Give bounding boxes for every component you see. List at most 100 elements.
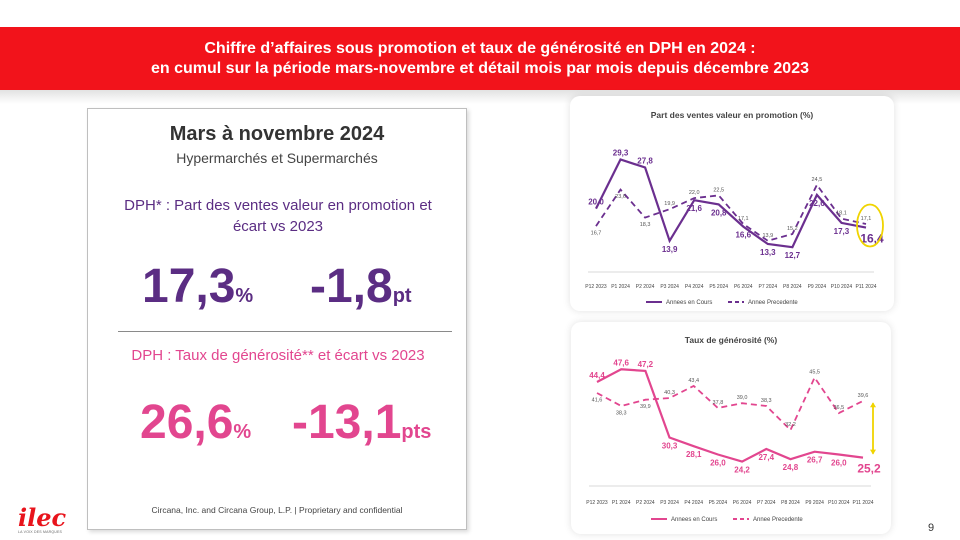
data-label: 24,8	[783, 463, 799, 472]
legend-label-previous-year: Annee Precedente	[748, 300, 798, 306]
ilec-logo: ilec LA VOIX DES MARQUES	[18, 506, 72, 536]
x-tick-label: P12 2023	[585, 284, 607, 290]
promo-value-number: 17,3	[142, 260, 236, 313]
data-label: 16,7	[591, 231, 602, 237]
data-label: 26,7	[807, 456, 823, 465]
summary-subtitle: Hypermarchés et Supermarchés	[176, 150, 378, 166]
generosity-value: 26,6%	[140, 395, 251, 460]
data-label: 12,7	[785, 251, 801, 260]
data-label: 40,3	[664, 390, 675, 396]
legend-label-current-year: Annees en Cours	[671, 517, 717, 523]
x-tick-label: P6 2024	[734, 284, 753, 290]
series-line-previous-year	[595, 183, 867, 242]
data-label: 37,8	[713, 400, 724, 406]
data-label: 32,2	[785, 422, 796, 428]
x-tick-label: P11 2024	[855, 284, 876, 290]
data-label: 20,8	[711, 208, 727, 217]
data-label: 44,4	[589, 371, 605, 380]
x-tick-label: P2 2024	[636, 500, 655, 506]
logo-text: ilec	[18, 503, 67, 532]
data-label: 15,2	[787, 226, 798, 232]
promo-value: 17,3%	[142, 259, 253, 324]
data-label: 17,1	[738, 216, 749, 222]
promo-delta-unit: pt	[392, 285, 412, 307]
summary-card: Mars à novembre 2024 Hypermarchés et Sup…	[87, 108, 467, 530]
generosity-label: DPH : Taux de générosité** et écart vs 2…	[131, 347, 425, 364]
data-label: 22,0	[689, 190, 700, 196]
promo-share-chart-card: Part des ventes valeur en promotion (%) 2…	[570, 96, 894, 311]
generosity-value-number: 26,6	[140, 396, 234, 449]
data-label: 24,2	[734, 466, 750, 475]
generosity-value-unit: %	[233, 421, 252, 443]
data-label: 39,6	[858, 393, 869, 399]
generosity-delta: -13,1pts	[292, 395, 431, 460]
data-label: 22,6	[809, 199, 825, 208]
data-label: 19,9	[664, 201, 675, 207]
series-line-previous-year	[596, 375, 864, 432]
x-tick-label: P7 2024	[758, 284, 777, 290]
legend-label-current-year: Annees en Cours	[666, 300, 712, 306]
data-label: 21,6	[686, 204, 702, 213]
promo-share-chart: Part des ventes valeur en promotion (%) 2…	[585, 110, 884, 306]
data-label: 29,3	[613, 149, 629, 158]
source-footer: Circana, Inc. and Circana Group, L.P. | …	[151, 505, 403, 515]
series-line-current-year	[595, 158, 867, 249]
data-label: 30,3	[662, 442, 678, 451]
x-tick-label: P1 2024	[612, 500, 631, 506]
x-tick-label: P10 2024	[831, 284, 853, 290]
data-label: 17,1	[861, 216, 872, 222]
generosity-chart: Taux de générosité (%) 44,4 47,6 47,2 30,3 28…	[586, 335, 881, 523]
generosity-delta-unit: pts	[401, 421, 432, 443]
x-tick-label: P5 2024	[709, 500, 728, 506]
x-tick-label: P1 2024	[611, 284, 630, 290]
page-number: 9	[928, 522, 935, 534]
x-tick-label: P5 2024	[709, 284, 728, 290]
x-tick-label: P3 2024	[660, 500, 679, 506]
data-label: 16,6	[735, 231, 751, 240]
highlight-circle	[856, 203, 884, 248]
x-tick-label: P8 2024	[781, 500, 800, 506]
data-label: 18,3	[640, 222, 651, 228]
x-tick-label: P8 2024	[783, 284, 802, 290]
x-tick-label: P2 2024	[636, 284, 655, 290]
x-tick-label: P4 2024	[684, 500, 703, 506]
data-label: 27,8	[637, 156, 653, 165]
x-tick-label: P3 2024	[660, 284, 679, 290]
data-label: 47,2	[638, 360, 654, 369]
data-label: 41,6	[592, 397, 603, 403]
banner-line-2: en cumul sur la période mars-novembre et…	[150, 60, 809, 77]
x-tick-label: P9 2024	[805, 500, 824, 506]
data-label: 17,3	[834, 227, 850, 236]
x-tick-label: P11 2024	[852, 500, 873, 506]
x-tick-label: P7 2024	[757, 500, 776, 506]
gap-arrow-head-bottom	[870, 449, 876, 455]
x-tick-label: P4 2024	[685, 284, 704, 290]
data-label: 13,9	[762, 233, 773, 239]
generosity-chart-card: Taux de générosité (%) 44,4 47,6 47,2 30,3 28…	[571, 322, 891, 534]
x-tick-label: P12 2023	[586, 500, 608, 506]
chart-title: Part des ventes valeur en promotion (%)	[651, 110, 814, 120]
data-label: 18,1	[836, 211, 847, 217]
summary-title: Mars à novembre 2024	[169, 123, 385, 145]
data-label: 22,5	[713, 187, 724, 193]
data-label: 24,5	[812, 177, 823, 183]
data-label: 28,1	[686, 450, 702, 459]
data-label: 26,0	[831, 458, 847, 467]
data-label: 45,5	[809, 370, 820, 376]
data-label: 38,3	[761, 398, 772, 404]
data-label: 43,4	[688, 378, 699, 384]
x-tick-label: P9 2024	[808, 284, 827, 290]
data-label: 13,3	[760, 248, 776, 257]
summary-divider	[118, 331, 452, 332]
series-line-current-year	[596, 368, 864, 463]
data-label: 47,6	[613, 358, 629, 367]
promo-delta-number: -1,8	[310, 260, 393, 313]
banner-line-1: Chiffre d’affaires sous promotion et tau…	[204, 40, 756, 57]
gap-arrow-head-top	[870, 402, 876, 408]
data-label: 39,9	[640, 404, 651, 410]
data-label: 25,2	[857, 462, 881, 476]
promo-value-unit: %	[235, 285, 254, 307]
promo-delta: -1,8pt	[310, 259, 412, 324]
legend-label-previous-year: Annee Precedente	[753, 517, 803, 523]
x-tick-label: P6 2024	[733, 500, 752, 506]
